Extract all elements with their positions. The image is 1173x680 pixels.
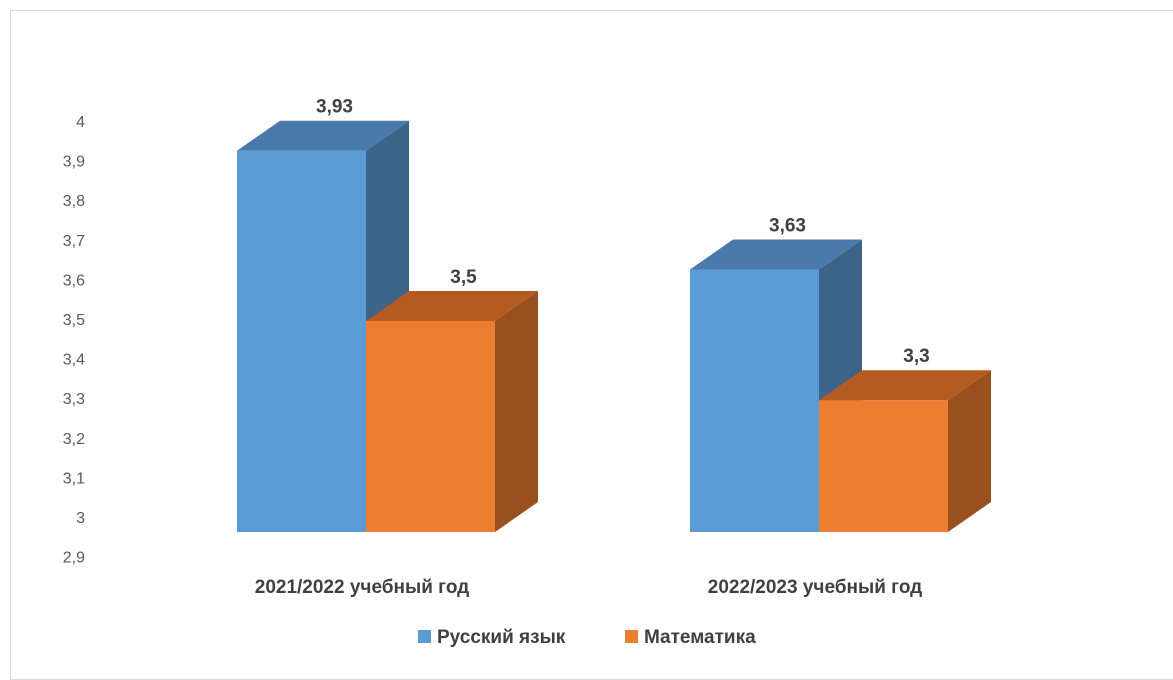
bar-front xyxy=(690,269,819,532)
x-tick-label: 2022/2023 учебный год xyxy=(708,577,922,598)
legend: Русский язык Математика xyxy=(418,627,756,648)
y-tick-label: 3,5 xyxy=(63,312,85,329)
y-tick-label: 3,3 xyxy=(63,391,85,408)
bar xyxy=(366,291,538,532)
y-tick-label: 3,9 xyxy=(63,154,85,171)
data-label: 3,93 xyxy=(316,97,353,118)
bar-front xyxy=(819,400,948,532)
legend-item: Математика xyxy=(625,627,756,648)
bar xyxy=(819,370,991,532)
chart-frame xyxy=(10,10,1173,680)
y-tick-label: 3,2 xyxy=(63,431,85,448)
bars xyxy=(237,120,991,532)
bar-side xyxy=(495,291,538,532)
y-tick-label: 3,4 xyxy=(63,352,85,369)
legend-swatch xyxy=(625,630,638,643)
data-label: 3,3 xyxy=(903,346,929,367)
bar-top xyxy=(819,370,991,401)
bar-front xyxy=(366,321,495,532)
data-labels: 3,93 3,5 3,63 3,3 xyxy=(316,97,930,367)
bar-side xyxy=(948,370,991,532)
chart-svg: 4 3,9 3,8 3,7 3,6 3,5 3,4 3,3 3,2 3,1 3 2,9 3,93 3,5… xyxy=(63,97,991,648)
legend-label: Русский язык xyxy=(437,627,566,648)
x-tick-label: 2021/2022 учебный год xyxy=(255,577,469,598)
y-tick-label: 2,9 xyxy=(63,550,85,567)
y-tick-label: 3 xyxy=(76,510,85,527)
data-label: 3,63 xyxy=(769,216,806,237)
y-axis: 4 3,9 3,8 3,7 3,6 3,5 3,4 3,3 3,2 3,1 3 2,9 xyxy=(63,114,85,567)
bar-top xyxy=(690,239,862,270)
data-label: 3,5 xyxy=(450,267,477,288)
x-axis: 2021/2022 учебный год 2022/2023 учебный г… xyxy=(255,577,922,598)
bar-top xyxy=(366,291,538,321)
y-tick-label: 3,8 xyxy=(63,193,85,210)
y-tick-label: 3,7 xyxy=(63,233,85,250)
legend-swatch xyxy=(418,630,431,643)
bar-front xyxy=(237,150,366,532)
legend-label: Математика xyxy=(644,627,756,648)
bar-top xyxy=(237,120,409,151)
y-tick-label: 3,1 xyxy=(63,470,85,487)
legend-item: Русский язык xyxy=(418,627,566,648)
y-tick-label: 4 xyxy=(76,114,85,131)
y-tick-label: 3,6 xyxy=(63,272,85,289)
